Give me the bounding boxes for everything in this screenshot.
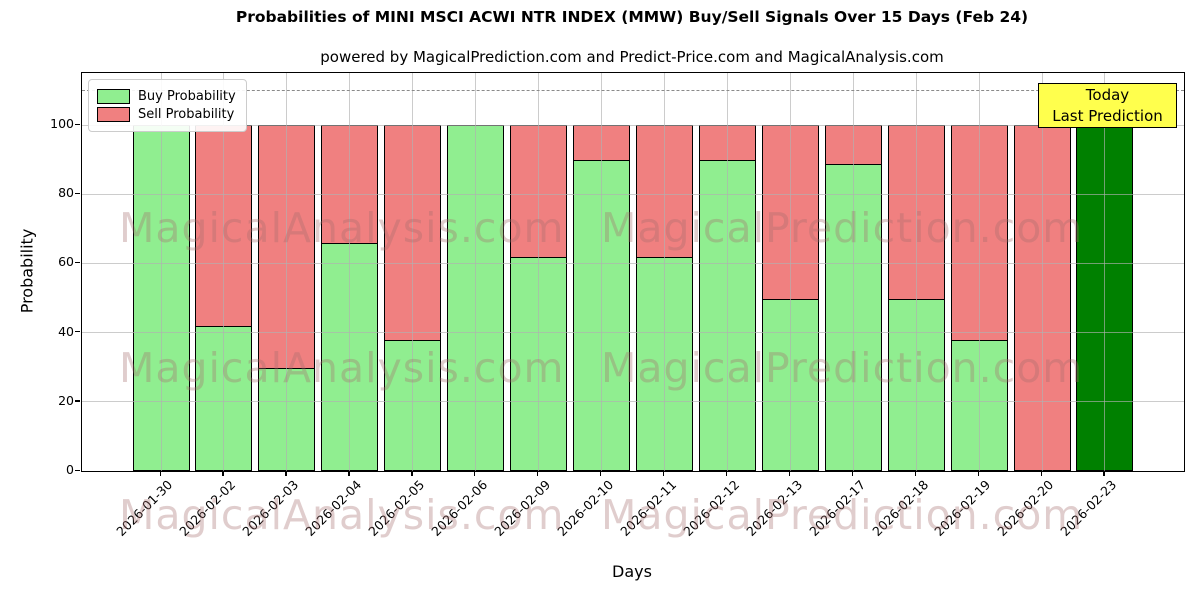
y-tick-mark bbox=[75, 192, 80, 194]
y-tick-mark bbox=[75, 469, 80, 471]
gridline-vertical bbox=[1041, 73, 1043, 471]
threshold-dashed-line bbox=[82, 90, 1184, 92]
y-tick-label: 80 bbox=[58, 185, 74, 201]
x-tick-label: 2026-02-09 bbox=[491, 477, 554, 539]
gridline-horizontal bbox=[82, 332, 1184, 334]
y-tick-label: 40 bbox=[58, 323, 74, 339]
gridline-vertical bbox=[978, 73, 980, 471]
chart-subtitle: powered by MagicalPrediction.com and Pre… bbox=[320, 48, 944, 66]
x-tick-mark bbox=[788, 471, 791, 476]
x-tick-label: 2026-02-06 bbox=[428, 477, 491, 539]
gridline-vertical bbox=[915, 73, 917, 471]
x-tick-label: 2026-02-05 bbox=[365, 477, 428, 539]
x-tick-mark bbox=[725, 471, 728, 476]
gridline-horizontal bbox=[82, 401, 1184, 403]
x-tick-label: 2026-02-23 bbox=[1057, 477, 1120, 539]
gridline-vertical bbox=[852, 73, 854, 471]
gridline-vertical bbox=[475, 73, 477, 471]
gridline-vertical bbox=[286, 73, 288, 471]
x-tick-mark bbox=[348, 471, 350, 476]
gridline-vertical bbox=[349, 73, 351, 471]
legend: Buy Probability Sell Probability bbox=[88, 79, 247, 132]
x-tick-label: 2026-02-02 bbox=[176, 477, 239, 539]
today-annotation-line2: Last Prediction bbox=[1052, 106, 1163, 125]
x-tick-label: 2026-02-17 bbox=[805, 477, 868, 539]
y-tick-label: 60 bbox=[58, 254, 74, 270]
x-tick-label: 2026-02-18 bbox=[868, 477, 931, 539]
x-axis-label: Days bbox=[612, 562, 652, 581]
x-tick-mark bbox=[285, 471, 287, 476]
x-tick-label: 2026-02-10 bbox=[554, 477, 617, 539]
chart-title: Probabilities of MINI MSCI ACWI NTR INDE… bbox=[235, 8, 1029, 26]
y-tick-label: 0 bbox=[66, 462, 74, 477]
x-tick-mark bbox=[537, 471, 539, 476]
gridline-horizontal bbox=[82, 193, 1184, 195]
x-tick-mark bbox=[977, 471, 979, 476]
gridline-vertical bbox=[789, 73, 791, 471]
y-tick-mark bbox=[75, 331, 80, 333]
x-tick-mark bbox=[474, 471, 476, 476]
gridline-vertical bbox=[160, 73, 162, 471]
x-tick-label: 2026-02-13 bbox=[742, 477, 805, 539]
legend-item-sell: Sell Probability bbox=[97, 107, 236, 122]
y-axis-label: Probability bbox=[17, 228, 37, 314]
x-tick-mark bbox=[1040, 471, 1042, 476]
x-tick-label: 2026-01-30 bbox=[113, 477, 176, 539]
x-tick-mark bbox=[411, 471, 413, 476]
x-tick-label: 2026-02-19 bbox=[931, 477, 994, 539]
x-tick-mark bbox=[1103, 471, 1105, 476]
sell-swatch-icon bbox=[97, 107, 130, 122]
x-tick-label: 2026-02-03 bbox=[239, 477, 302, 539]
x-tick-label: 2026-02-04 bbox=[302, 477, 365, 539]
gridline-horizontal bbox=[82, 124, 1184, 126]
legend-label-sell: Sell Probability bbox=[138, 107, 235, 122]
x-tick-label: 2026-02-20 bbox=[994, 477, 1057, 539]
x-tick-mark bbox=[222, 471, 224, 476]
x-tick-mark bbox=[914, 471, 916, 476]
x-tick-label: 2026-02-11 bbox=[617, 477, 680, 539]
gridline-vertical bbox=[538, 73, 540, 471]
y-tick-mark bbox=[75, 123, 80, 125]
x-tick-mark bbox=[159, 471, 161, 476]
x-tick-mark bbox=[851, 471, 854, 476]
today-annotation-line1: Today bbox=[1085, 85, 1130, 104]
gridline-vertical bbox=[601, 73, 602, 471]
y-tick-label: 20 bbox=[58, 392, 74, 408]
x-tick-mark bbox=[662, 471, 665, 476]
y-tick-mark bbox=[75, 261, 80, 264]
x-tick-label: 2026-02-12 bbox=[679, 477, 742, 539]
y-tick-label: 100 bbox=[50, 116, 74, 131]
gridline-vertical bbox=[726, 73, 728, 471]
y-tick-mark bbox=[75, 400, 80, 402]
gridline-vertical bbox=[223, 73, 225, 471]
gridline-vertical bbox=[663, 73, 665, 471]
legend-item-buy: Buy Probability bbox=[97, 89, 236, 104]
gridline-vertical bbox=[1104, 73, 1106, 471]
today-annotation: Today Last Prediction bbox=[1038, 83, 1177, 128]
gridline-vertical bbox=[412, 73, 414, 471]
buy-swatch-icon bbox=[97, 89, 130, 104]
plot-area: MagicalAnalysis.com MagicalPrediction.co… bbox=[81, 72, 1185, 539]
gridline-horizontal bbox=[82, 262, 1184, 264]
legend-label-buy: Buy Probability bbox=[138, 89, 236, 104]
x-tick-mark bbox=[600, 471, 602, 476]
